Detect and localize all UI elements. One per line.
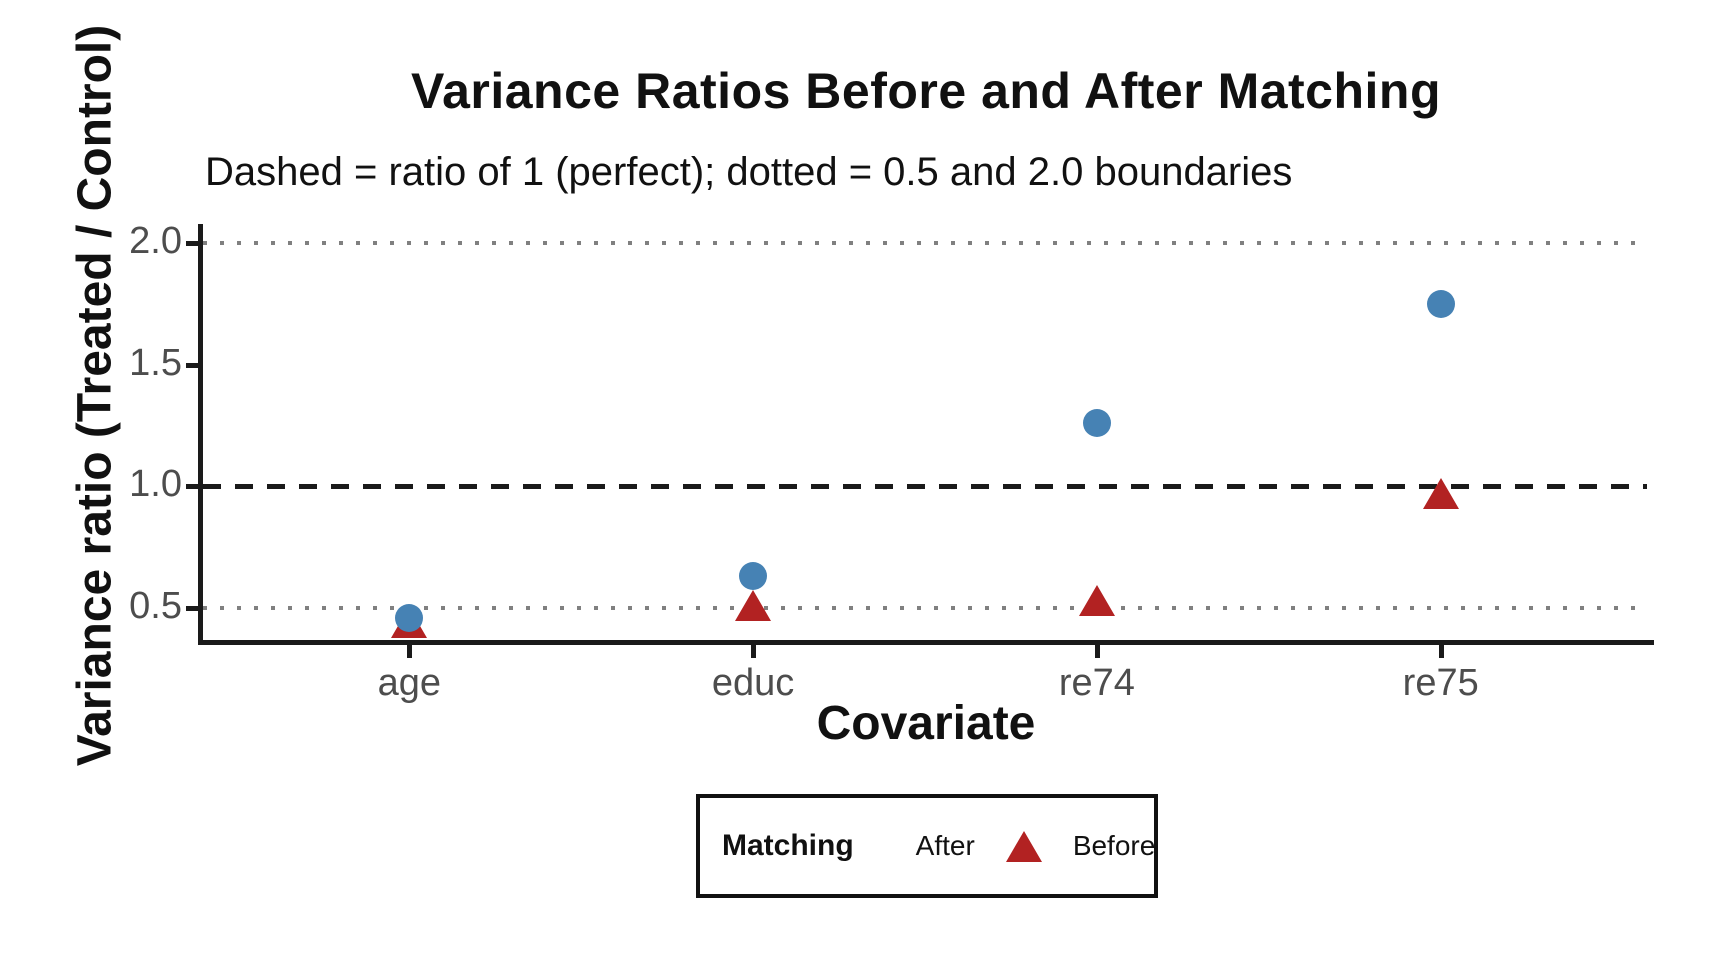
x-tick-mark-re75	[1438, 645, 1444, 658]
reference-line-dotted-0.5	[203, 606, 1647, 610]
chart-subtitle: Dashed = ratio of 1 (perfect); dotted = …	[205, 150, 1293, 194]
x-tick-mark-educ	[751, 645, 757, 658]
legend-label-after: After	[915, 830, 975, 861]
legend: Matching After Before	[696, 794, 1158, 898]
data-point-after-educ	[739, 562, 768, 591]
y-tick-label-2.0: 2.0	[129, 220, 182, 262]
x-axis-title: Covariate	[816, 697, 1036, 750]
data-point-before-re74	[1078, 584, 1115, 616]
x-tick-mark-age	[407, 645, 413, 658]
y-axis-line	[198, 224, 203, 645]
y-tick-mark-1.0	[186, 484, 200, 490]
legend-marker-triangle	[1005, 830, 1042, 862]
x-tick-label-re74: re74	[1058, 662, 1135, 704]
legend-label-before: Before	[1072, 830, 1156, 861]
x-tick-label-re75: re75	[1402, 662, 1479, 704]
y-tick-mark-1.5	[186, 362, 200, 368]
data-point-after-age	[395, 603, 424, 632]
x-axis-line	[198, 640, 1654, 645]
y-tick-mark-0.5	[186, 606, 200, 611]
y-tick-mark-2.0	[186, 241, 200, 246]
chart-title: Variance Ratios Before and After Matchin…	[411, 63, 1441, 119]
reference-line-dotted-2	[203, 241, 1647, 245]
x-tick-label-age: age	[377, 662, 441, 704]
x-tick-mark-re74	[1094, 645, 1100, 658]
data-point-before-educ	[735, 589, 772, 621]
data-point-after-re74	[1082, 409, 1111, 438]
y-tick-label-1.5: 1.5	[129, 341, 182, 384]
reference-line-dashed-1	[203, 484, 1647, 490]
y-tick-label-1.0: 1.0	[129, 463, 182, 506]
x-tick-label-educ: educ	[711, 662, 795, 704]
data-point-before-re75	[1422, 477, 1459, 509]
legend-title: Matching	[722, 829, 854, 862]
data-point-after-re75	[1426, 289, 1455, 318]
y-tick-label-0.5: 0.5	[129, 585, 182, 627]
